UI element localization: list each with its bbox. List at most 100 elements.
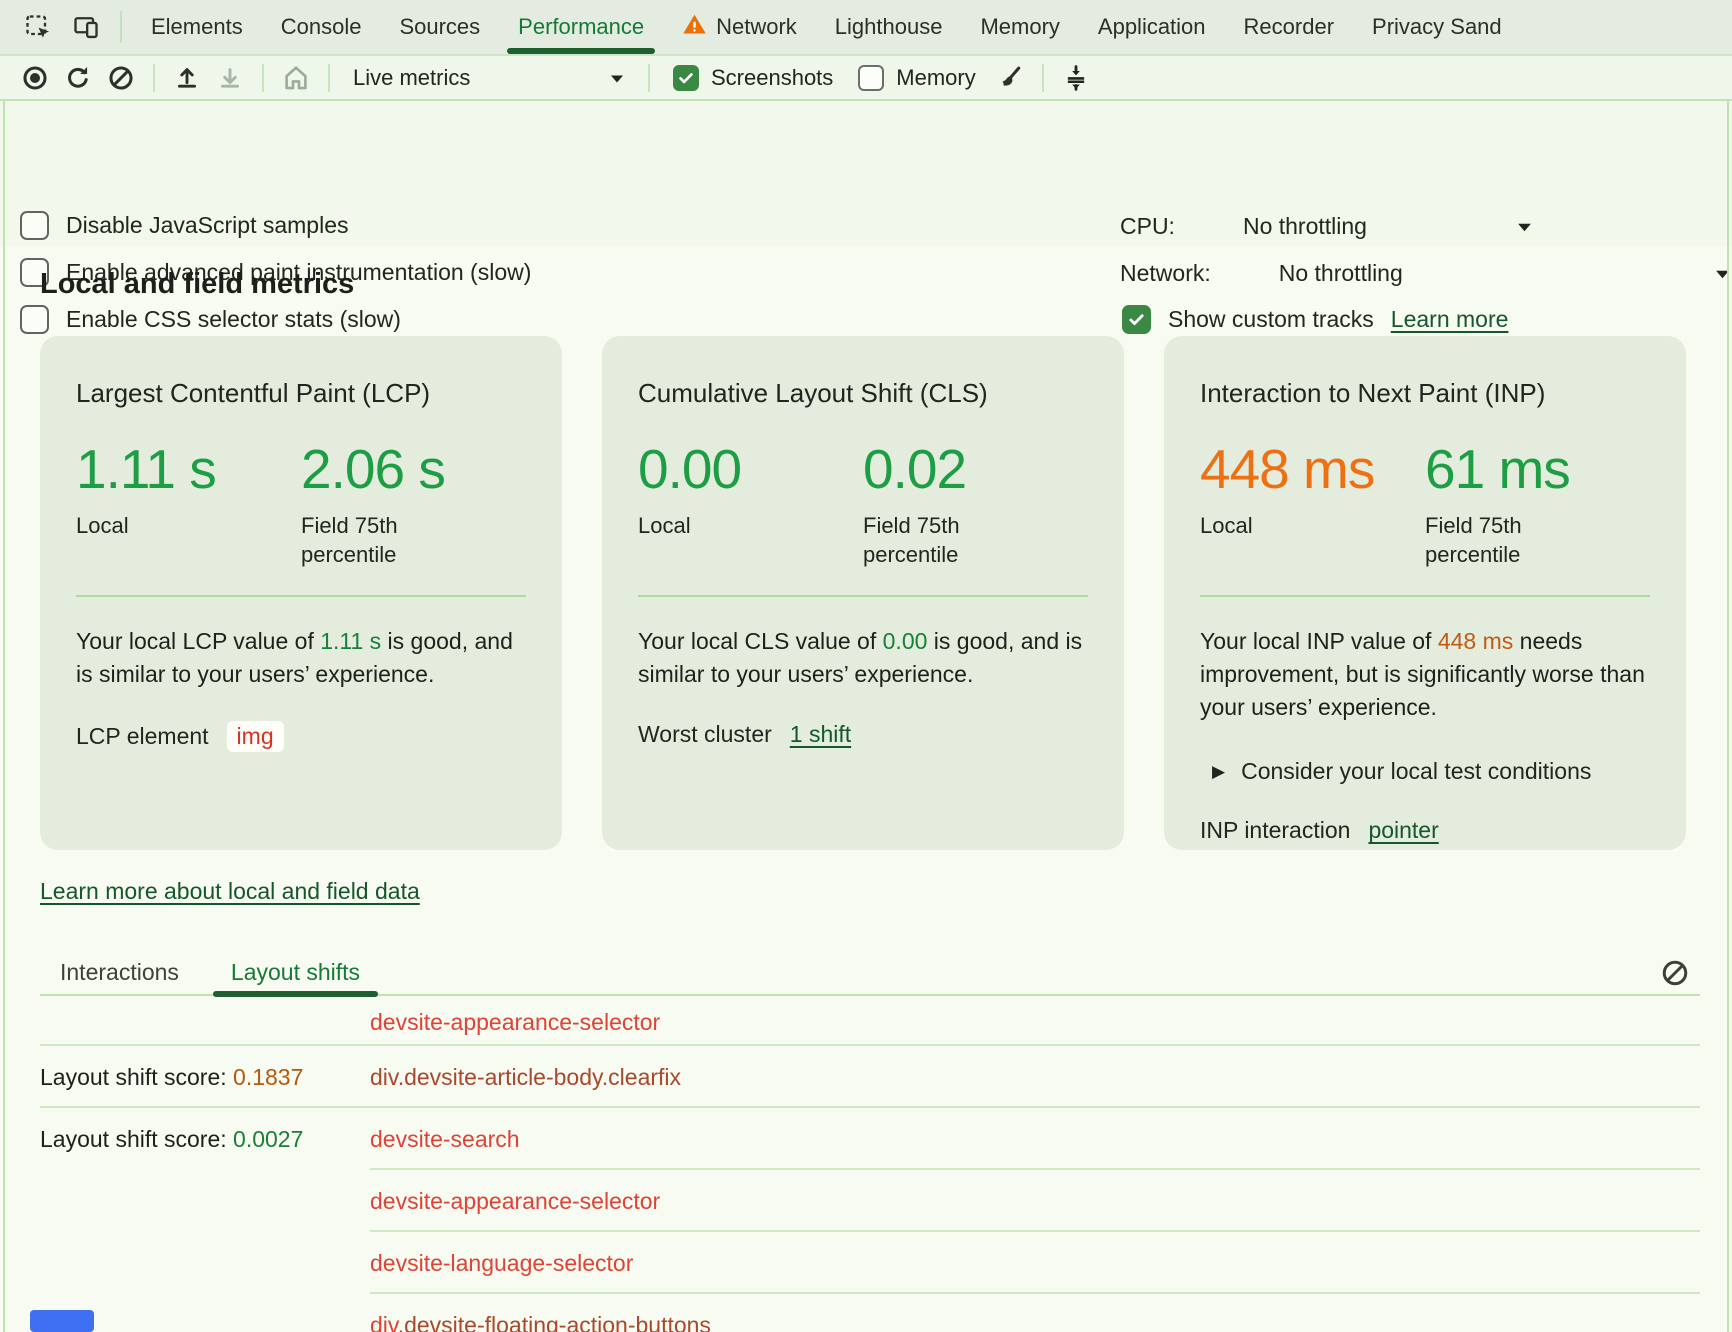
lcp-element-chip[interactable]: img <box>226 721 284 753</box>
clear-icon[interactable] <box>106 63 136 93</box>
tab-application[interactable]: Application <box>1097 14 1206 39</box>
cls-card: Cumulative Layout Shift (CLS) 0.00 Local… <box>602 336 1124 850</box>
shift-score: 0.1837 <box>233 1063 304 1090</box>
layout-shift-row[interactable]: devsite-language-selector <box>40 1232 1700 1294</box>
tab-interactions[interactable]: Interactions <box>60 958 179 985</box>
tab-recorder[interactable]: Recorder <box>1243 14 1335 39</box>
history-selected-label: Live metrics <box>353 64 471 90</box>
chevron-down-icon <box>609 65 625 91</box>
disable-js-samples-checkbox[interactable] <box>20 211 49 240</box>
inp-local-label: Local <box>1200 513 1253 538</box>
lcp-local-label: Local <box>76 513 129 538</box>
memory-checkbox-row[interactable]: Memory <box>858 64 976 91</box>
performance-toolbar: Live metrics Screenshots Memory <box>0 56 1732 101</box>
toolbar-divider <box>1041 63 1044 92</box>
history-dropdown[interactable]: Live metrics <box>353 65 625 91</box>
partially-visible-blue-element <box>30 1310 94 1332</box>
show-custom-tracks-checkbox[interactable] <box>1122 305 1151 334</box>
tab-sources[interactable]: Sources <box>399 14 481 39</box>
local-field-learn-more-link[interactable]: Learn more about local and field data <box>40 878 420 904</box>
home-live-metrics-icon[interactable] <box>281 63 311 93</box>
shift-element-link[interactable]: devsite-search <box>370 1125 520 1152</box>
layout-shift-row[interactable]: devsite-appearance-selector <box>40 998 1700 1046</box>
lcp-inline-value: 1.11 s <box>320 628 382 655</box>
garbage-collect-icon[interactable] <box>995 63 1025 93</box>
worst-cluster-label: Worst cluster <box>638 721 772 748</box>
custom-tracks-learn-more-link[interactable]: Learn more <box>1390 306 1509 332</box>
page-title: Local and field metrics <box>40 268 355 300</box>
inp-local-value: 448 ms <box>1200 438 1375 500</box>
card-divider <box>1200 595 1650 598</box>
panel-left-border <box>3 101 5 1332</box>
advanced-paint-checkbox[interactable] <box>20 258 49 287</box>
network-value: No throttling <box>1278 260 1403 286</box>
layout-shift-row[interactable]: Layout shift score: 0.1837 div.devsite-a… <box>40 1046 1700 1108</box>
metric-cards: Largest Contentful Paint (LCP) 1.11 s Lo… <box>40 336 1686 850</box>
cls-card-title: Cumulative Layout Shift (CLS) <box>638 378 988 408</box>
shift-element-link[interactable]: devsite-appearance-selector <box>370 1008 661 1035</box>
inp-field-value: 61 ms <box>1425 438 1571 500</box>
panel-right-border <box>1727 101 1729 1332</box>
css-selector-stats-row[interactable]: Enable CSS selector stats (slow) <box>20 305 401 334</box>
worst-cluster-link[interactable]: 1 shift <box>789 721 852 748</box>
load-profile-icon[interactable] <box>172 63 202 93</box>
cls-description: Your local CLS value of 0.00 is good, an… <box>638 628 1083 688</box>
network-label: Network: <box>1120 260 1211 286</box>
device-toolbar-icon[interactable] <box>71 12 101 42</box>
screenshots-checkbox[interactable] <box>673 64 699 91</box>
shift-element-link[interactable]: div.devsite-article-body.clearfix <box>370 1063 682 1090</box>
tab-elements[interactable]: Elements <box>151 14 243 39</box>
inp-interaction-link[interactable]: pointer <box>1368 817 1439 844</box>
tab-privacy-sandbox[interactable]: Privacy Sand <box>1372 14 1502 39</box>
cpu-label: CPU: <box>1120 213 1175 239</box>
lcp-local-value: 1.11 s <box>76 438 217 500</box>
toolbar-divider <box>262 63 264 92</box>
memory-label: Memory <box>896 64 976 90</box>
disable-js-samples-row[interactable]: Disable JavaScript samples <box>20 211 349 240</box>
show-custom-tracks-row[interactable]: Show custom tracks Learn more <box>1122 305 1508 334</box>
advanced-paint-label: Enable advanced paint instrumentation (s… <box>66 259 532 285</box>
css-selector-stats-checkbox[interactable] <box>20 305 49 334</box>
css-selector-stats-label: Enable CSS selector stats (slow) <box>66 306 401 332</box>
cls-local-label: Local <box>638 513 691 538</box>
layout-shift-log: devsite-appearance-selector Layout shift… <box>40 998 1700 1332</box>
tab-network[interactable]: Network <box>663 0 816 54</box>
shift-element-link[interactable]: devsite-language-selector <box>370 1249 634 1276</box>
layout-shift-row[interactable]: Layout shift score: 0.0027 devsite-searc… <box>40 1108 1700 1170</box>
lcp-field-value: 2.06 s <box>301 438 446 500</box>
screenshots-checkbox-row[interactable]: Screenshots <box>673 64 833 91</box>
lcp-card: Largest Contentful Paint (LCP) 1.11 s Lo… <box>40 336 562 850</box>
tabbar-divider <box>120 11 122 43</box>
network-chevron-down-icon[interactable] <box>1714 268 1731 286</box>
record-icon[interactable] <box>20 63 50 93</box>
clear-log-icon[interactable] <box>1660 958 1690 988</box>
cpu-throttling-select[interactable]: CPU: No throttling <box>1120 213 1367 240</box>
memory-checkbox[interactable] <box>858 64 885 91</box>
inp-interaction-label: INP interaction <box>1200 817 1351 844</box>
devtools-tabbar: Elements Console Sources Performance Net… <box>0 0 1732 56</box>
tab-console[interactable]: Console <box>280 14 362 39</box>
inp-field-label: Field 75th percentile <box>1425 513 1522 568</box>
local-test-conditions-expander[interactable]: ▶ Consider your local test conditions <box>1200 758 1650 785</box>
cpu-chevron-down-icon[interactable] <box>1516 221 1533 239</box>
tab-layout-shifts[interactable]: Layout shifts <box>212 949 379 997</box>
shift-element-link[interactable]: devsite-appearance-selector <box>370 1187 661 1214</box>
network-throttling-select[interactable]: Network: No throttling <box>1120 260 1403 287</box>
shift-element-link[interactable]: div.devsite-floating-action-buttons <box>370 1311 711 1332</box>
cls-field-label: Field 75th percentile <box>863 513 960 568</box>
toolbar-divider <box>648 63 650 92</box>
shift-score: 0.0027 <box>233 1125 304 1152</box>
tab-memory[interactable]: Memory <box>980 14 1060 39</box>
layout-shift-row[interactable]: devsite-appearance-selector <box>40 1170 1700 1232</box>
inp-card-title: Interaction to Next Paint (INP) <box>1200 378 1546 408</box>
collapse-panel-icon[interactable] <box>1061 63 1091 93</box>
layout-shift-row[interactable]: div.devsite-floating-action-buttons <box>40 1294 1700 1332</box>
advanced-paint-row[interactable]: Enable advanced paint instrumentation (s… <box>20 258 531 287</box>
save-profile-icon[interactable] <box>215 63 245 93</box>
record-and-reload-icon[interactable] <box>63 63 93 93</box>
tab-lighthouse[interactable]: Lighthouse <box>834 14 943 39</box>
inspect-element-icon[interactable] <box>23 12 53 42</box>
tab-performance[interactable]: Performance <box>499 0 663 54</box>
cls-field-value: 0.02 <box>863 438 967 500</box>
lcp-element-label: LCP element <box>76 723 209 750</box>
